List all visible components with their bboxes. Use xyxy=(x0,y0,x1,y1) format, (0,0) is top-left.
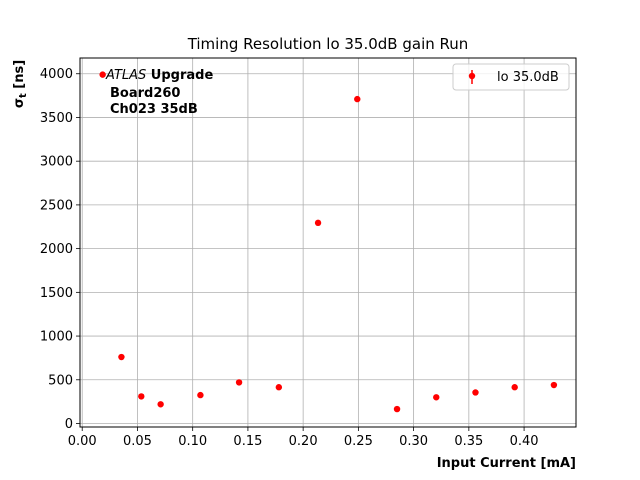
data-point xyxy=(99,71,106,78)
data-point xyxy=(550,381,558,389)
x-axis-label: Input Current [mA] xyxy=(437,456,576,471)
y-tick-label: 500 xyxy=(48,373,73,388)
chart-title: Timing Resolution lo 35.0dB gain Run xyxy=(187,35,469,53)
x-tick-label: 0.35 xyxy=(454,434,483,449)
legend-box xyxy=(452,63,570,91)
y-tick-label: 2000 xyxy=(40,242,73,257)
y-tick-label: 4000 xyxy=(40,67,73,82)
axis-ticks: 0.00 0.05 0.10 0.15 0.20 0.25 0.30 0.35 0.40 0 500… xyxy=(40,67,539,449)
x-tick-label: 0.00 xyxy=(68,434,97,449)
y-axis-label-unit: [ns] xyxy=(12,60,27,93)
data-point xyxy=(393,405,401,413)
data-points xyxy=(99,71,558,413)
data-point xyxy=(275,384,283,391)
y-tick-label: 3500 xyxy=(40,111,73,126)
y-tick-label: 1000 xyxy=(40,330,73,345)
x-tick-label: 0.10 xyxy=(178,434,207,449)
y-tick-label: 0 xyxy=(65,417,73,432)
y-axis-label: σt [ns] xyxy=(12,60,29,108)
data-point xyxy=(197,391,204,399)
plot-area xyxy=(79,57,577,428)
y-axis-label-subscript: t xyxy=(18,93,29,98)
data-point xyxy=(314,219,322,227)
y-tick-label: 3000 xyxy=(40,155,73,170)
annotation-atlas: ATLAS xyxy=(105,68,146,83)
x-tick-label: 0.25 xyxy=(344,434,373,449)
annotation-upgrade: Upgrade xyxy=(146,68,213,83)
atlas-annotation: ATLAS Upgrade Board260 Ch023 35dB xyxy=(105,68,213,117)
legend-label: lo 35.0dB xyxy=(497,70,559,85)
y-axis-label-symbol: σ xyxy=(12,98,27,108)
data-point xyxy=(118,353,125,361)
data-point xyxy=(472,389,479,396)
data-point xyxy=(354,95,361,103)
x-tick-label: 0.30 xyxy=(399,434,428,449)
legend: lo 35.0dB xyxy=(452,63,570,91)
data-point xyxy=(511,384,518,391)
grid xyxy=(80,58,576,427)
data-point xyxy=(157,401,164,408)
data-point xyxy=(138,393,145,400)
y-tick-label: 1500 xyxy=(40,286,73,301)
annotation-line-1: ATLAS Upgrade xyxy=(105,68,213,83)
data-point xyxy=(433,394,440,401)
data-point xyxy=(235,379,243,386)
x-tick-label: 0.40 xyxy=(510,434,539,449)
legend-marker xyxy=(468,72,476,80)
x-tick-label: 0.05 xyxy=(123,434,152,449)
x-tick-label: 0.15 xyxy=(233,434,262,449)
annotation-board: Board260 xyxy=(110,86,180,101)
y-tick-label: 2500 xyxy=(40,198,73,213)
annotation-channel: Ch023 35dB xyxy=(110,102,198,117)
x-tick-label: 0.20 xyxy=(289,434,318,449)
